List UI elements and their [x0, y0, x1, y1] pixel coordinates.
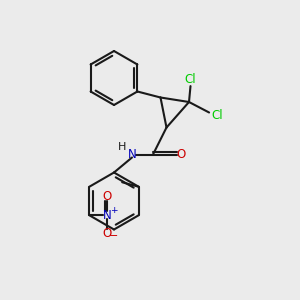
Text: Cl: Cl: [212, 109, 223, 122]
Text: H: H: [118, 142, 126, 152]
Text: +: +: [110, 206, 118, 215]
Text: O: O: [177, 148, 186, 161]
Text: N: N: [103, 209, 112, 222]
Text: O: O: [103, 227, 112, 240]
Text: Cl: Cl: [185, 73, 196, 86]
Text: N: N: [128, 148, 136, 161]
Text: −: −: [109, 231, 119, 241]
Text: O: O: [103, 190, 112, 203]
